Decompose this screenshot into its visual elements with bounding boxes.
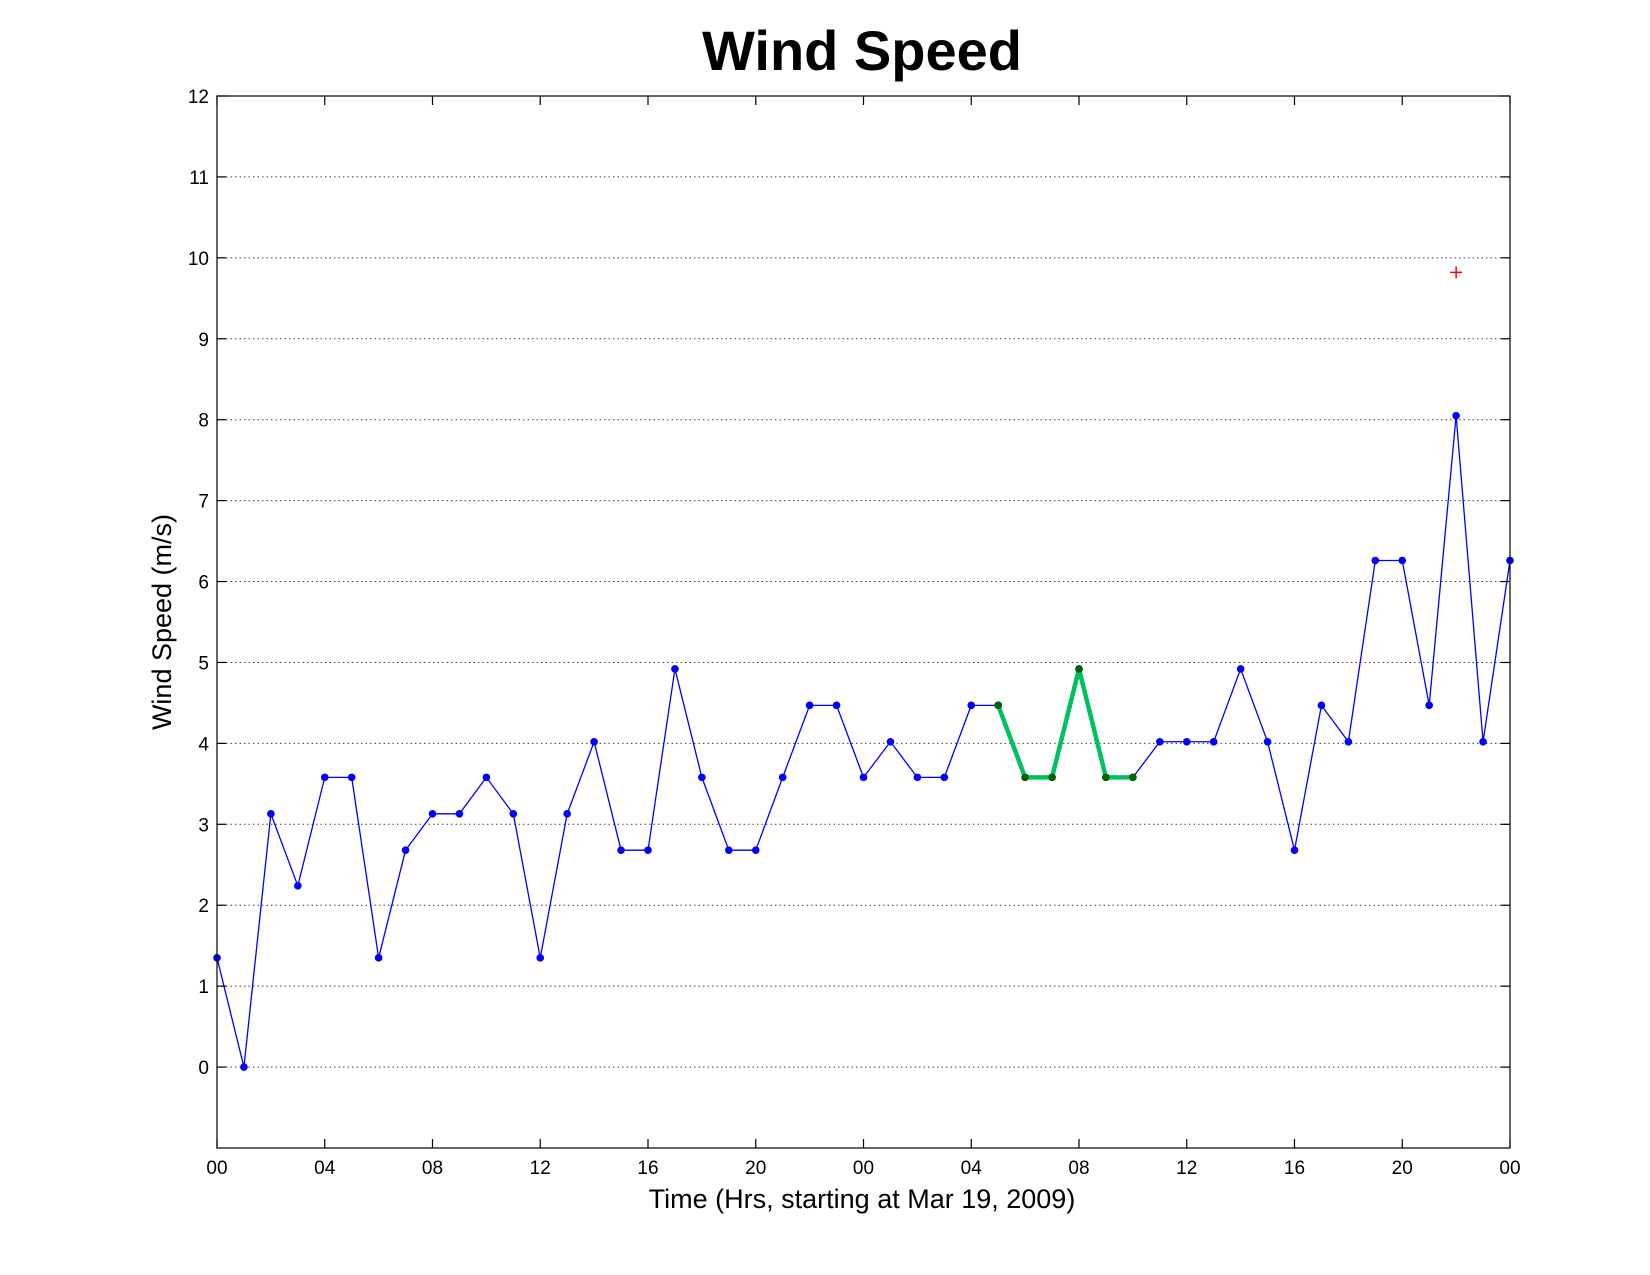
chart-title: Wind Speed [702, 19, 1022, 82]
x-tick-label: 12 [1176, 1158, 1197, 1179]
data-point [1156, 737, 1164, 746]
data-point [347, 773, 356, 782]
x-tick-label: 04 [314, 1158, 336, 1179]
data-point [1452, 411, 1460, 420]
data-point [886, 737, 895, 746]
x-tick-label: 16 [1284, 1158, 1305, 1179]
data-point [617, 846, 625, 855]
x-tick-label: 08 [422, 1158, 443, 1179]
x-tick-labels: 00 04 08 12 16 20 00 04 08 12 16 20 00 [206, 1158, 1520, 1179]
x-tick-label: 16 [637, 1158, 658, 1179]
y-tick-label: 4 [198, 734, 209, 755]
data-point [1317, 701, 1326, 710]
plot-background [217, 96, 1510, 1148]
highlight-line [996, 666, 1133, 780]
data-point [1129, 773, 1137, 782]
y-tick-label: 7 [198, 492, 209, 513]
data-point [805, 701, 814, 710]
data-point [509, 809, 518, 818]
data-point [482, 773, 491, 782]
data-point [671, 665, 679, 673]
data-point [1236, 665, 1245, 673]
x-tick-label: 00 [853, 1158, 874, 1179]
data-point [401, 846, 410, 855]
y-tick-label: 10 [188, 249, 209, 270]
y-tick-label: 12 [188, 87, 209, 108]
data-point [994, 701, 1002, 710]
data-point [832, 701, 841, 710]
y-tick-label: 8 [198, 411, 209, 432]
x-tick-label: 12 [530, 1158, 551, 1179]
x-axis-label: Time (Hrs, starting at Mar 19, 2009) [649, 1184, 1076, 1214]
data-point [751, 846, 760, 855]
y-tick-label: 9 [198, 330, 209, 351]
data-point [859, 773, 868, 782]
plot-area [213, 95, 1514, 1149]
y-axis-label: Wind Speed (m/s) [147, 514, 177, 730]
data-point [590, 737, 598, 746]
data-point [1075, 665, 1083, 673]
y-tick-label: 6 [198, 573, 209, 594]
x-tick-label: 20 [1392, 1158, 1413, 1179]
data-point [1182, 737, 1191, 746]
data-point [1290, 846, 1299, 855]
data-point [1344, 737, 1353, 746]
y-tick-label: 1 [198, 977, 209, 998]
x-tick-label: 20 [745, 1158, 766, 1179]
series-1 [994, 665, 1137, 782]
data-point [1102, 773, 1110, 782]
x-tick-label: 08 [1068, 1158, 1089, 1179]
y-tick-label: 0 [198, 1058, 209, 1079]
x-tick-label: 00 [206, 1158, 227, 1179]
data-point [455, 809, 464, 818]
data-point [644, 846, 652, 855]
series-2 [1450, 266, 1463, 279]
data-point [374, 954, 383, 962]
data-point [428, 809, 437, 818]
y-tick-label: 3 [198, 815, 209, 836]
x-tick-label: 04 [961, 1158, 983, 1179]
data-point [778, 773, 787, 782]
data-point [1425, 701, 1433, 710]
data-point [1048, 773, 1056, 782]
data-point [1371, 556, 1380, 565]
data-point [725, 846, 733, 855]
data-point [940, 773, 949, 782]
data-point [1209, 737, 1218, 746]
series-layer [213, 266, 1514, 1071]
data-point [967, 701, 976, 710]
data-point [913, 773, 922, 782]
y-tick-label: 2 [198, 896, 209, 917]
data-point [320, 773, 329, 782]
data-point [1263, 737, 1272, 746]
data-point [1398, 556, 1407, 565]
data-point [267, 809, 275, 818]
x-tick-label: 00 [1499, 1158, 1520, 1179]
data-point [1479, 737, 1487, 746]
data-point [698, 773, 706, 782]
data-point [240, 1063, 248, 1071]
plus-marker [1450, 266, 1463, 279]
axis-ticks [216, 95, 1511, 1148]
y-tick-label: 11 [189, 168, 209, 189]
data-point [1021, 773, 1029, 782]
data-point [536, 954, 545, 962]
data-point [294, 882, 302, 890]
y-tick-label: 5 [198, 653, 209, 674]
data-point [563, 809, 571, 818]
